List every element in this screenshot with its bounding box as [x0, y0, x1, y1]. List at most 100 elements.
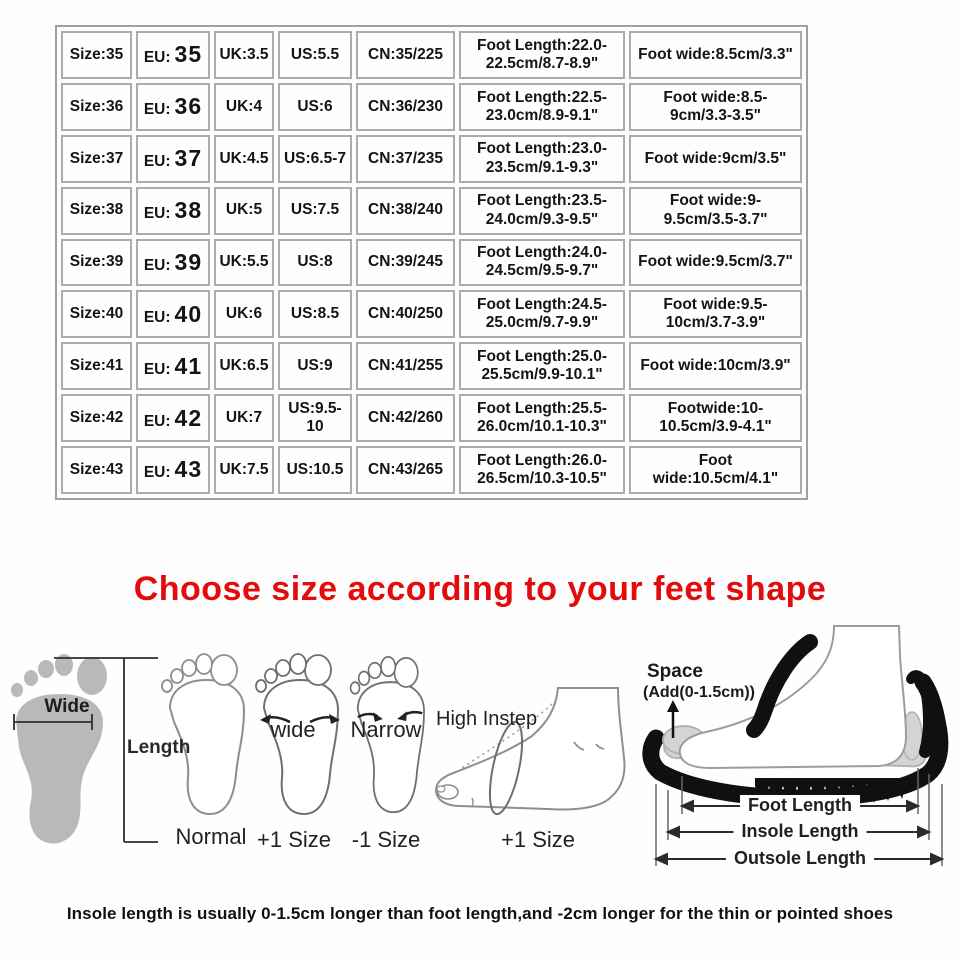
size-table-row: Size:43 EU: 43 UK:7.5 US:10.5 CN:43/265 Foot L…: [61, 446, 802, 494]
us-cell: US:6.5-7: [278, 134, 352, 183]
space-add-label: (Add(0-1.5cm)): [643, 684, 756, 701]
cn-cell: CN:43/265: [356, 446, 455, 494]
eu-cell: EU: 42: [136, 394, 210, 442]
uk-cell: UK:6: [214, 290, 274, 339]
foot-length-cell: Foot Length:22.0-22.5cm/8.7-8.9": [459, 31, 625, 79]
normal-foot-diagram: [161, 653, 245, 815]
uk-cell: UK:5.5: [214, 238, 274, 287]
us-cell: US:8.5: [278, 290, 352, 339]
shoe-front-collar: [746, 634, 818, 738]
foot-length-cell: Foot Length:25.0-25.5cm/9.9-10.1": [459, 342, 625, 391]
uk-cell: UK:7.5: [214, 446, 274, 494]
measure-ticks: [655, 768, 943, 866]
size-cell: Size:40: [61, 290, 132, 339]
us-cell: US:6: [278, 82, 352, 131]
normal-foot-label: Normal: [175, 824, 247, 849]
uk-cell: UK:3.5: [214, 31, 274, 79]
uk-cell: UK:5: [214, 186, 274, 235]
wide-measure-label: Wide: [44, 696, 90, 717]
foot-wide-cell: Foot wide:8.5-9cm/3.3-3.5": [629, 82, 802, 131]
size-table-row: Size:39 EU: 39 UK:5.5 US:8 CN:39/245 Foot Leng…: [61, 238, 802, 287]
eu-cell: EU: 39: [136, 238, 210, 287]
foot-wide-cell: Foot wide:9-9.5cm/3.5-3.7": [629, 186, 802, 235]
narrow-foot-label: Narrow: [350, 717, 422, 742]
outsole-length-label: Outsole Length: [726, 848, 874, 869]
shoe-diagram: [642, 625, 949, 866]
us-cell: US:10.5: [278, 446, 352, 494]
eu-cell: EU: 37: [136, 134, 210, 183]
us-cell: US:7.5: [278, 186, 352, 235]
length-measure-label: Length: [127, 737, 191, 758]
foot-length-cell: Foot Length:23.5-24.0cm/9.3-9.5": [459, 186, 625, 235]
high-instep-size-label: +1 Size: [501, 827, 575, 852]
size-cell: Size:38: [61, 186, 132, 235]
shoe-heel-collar: [918, 674, 936, 758]
cn-cell: CN:35/225: [356, 31, 455, 79]
foot-wide-cell: Foot wide:10cm/3.9": [629, 342, 802, 391]
instep-band: [488, 720, 524, 816]
size-cell: Size:37: [61, 134, 132, 183]
foot-length-label: Foot Length: [740, 795, 860, 816]
wide-measure-line: [13, 714, 93, 730]
cn-cell: CN:42/260: [356, 394, 455, 442]
uk-cell: UK:7: [214, 394, 274, 442]
size-cell: Size:39: [61, 238, 132, 287]
space-arrow: [667, 700, 679, 738]
uk-cell: UK:4: [214, 82, 274, 131]
foot-length-cell: Foot Length:24.5-25.0cm/9.7-9.9": [459, 290, 625, 339]
cn-cell: CN:40/250: [356, 290, 455, 339]
uk-cell: UK:6.5: [214, 342, 274, 391]
wide-foot-size-label: +1 Size: [257, 827, 331, 852]
foot-in-shoe: [678, 625, 908, 770]
foot-length-cell: Foot Length:23.0-23.5cm/9.1-9.3": [459, 134, 625, 183]
eu-cell: EU: 36: [136, 82, 210, 131]
size-table-row: Size:38 EU: 38 UK:5 US:7.5 CN:38/240 Foot Leng…: [61, 186, 802, 235]
narrow-foot-size-label: -1 Size: [351, 827, 421, 852]
eu-cell: EU: 43: [136, 446, 210, 494]
footprint-diagram: [11, 654, 158, 844]
size-table-row: Size:35 EU: 35 UK:3.5 US:5.5 CN:35/225 Foot Le…: [61, 31, 802, 79]
ankle-creases: [573, 741, 605, 751]
us-cell: US:5.5: [278, 31, 352, 79]
eu-cell: EU: 38: [136, 186, 210, 235]
foot-wide-cell: Foot wide:9cm/3.5": [629, 134, 802, 183]
foot-wide-cell: Footwide:10-10.5cm/3.9-4.1": [629, 394, 802, 442]
foot-wide-cell: Foot wide:9.5-10cm/3.7-3.9": [629, 290, 802, 339]
eu-cell: EU: 40: [136, 290, 210, 339]
uk-cell: UK:4.5: [214, 134, 274, 183]
size-cell: Size:36: [61, 82, 132, 131]
wide-arrowheads: [260, 714, 340, 724]
size-table-row: Size:36 EU: 36 UK:4 US:6 CN:36/230 Foot Length…: [61, 82, 802, 131]
size-table-row: Size:41 EU: 41 UK:6.5 US:9 CN:41/255 Foot Leng…: [61, 342, 802, 391]
size-cell: Size:35: [61, 31, 132, 79]
eu-cell: EU: 41: [136, 342, 210, 391]
foot-wide-cell: Foot wide:10.5cm/4.1": [629, 446, 802, 494]
cn-cell: CN:37/235: [356, 134, 455, 183]
size-table-row: Size:37 EU: 37 UK:4.5 US:6.5-7 CN:37/235 Foot …: [61, 134, 802, 183]
cn-cell: CN:36/230: [356, 82, 455, 131]
us-cell: US:9: [278, 342, 352, 391]
us-cell: US:8: [278, 238, 352, 287]
size-cell: Size:43: [61, 446, 132, 494]
high-instep-label: High Instep: [436, 708, 538, 730]
wide-foot-label: wide: [270, 717, 316, 742]
high-instep-diagram: [434, 687, 626, 816]
narrow-foot-diagram: [349, 655, 426, 814]
foot-wide-cell: Foot wide:9.5cm/3.7": [629, 238, 802, 287]
foot-length-cell: Foot Length:24.0-24.5cm/9.5-9.7": [459, 238, 625, 287]
foot-length-cell: Foot Length:25.5-26.0cm/10.1-10.3": [459, 394, 625, 442]
eu-cell: EU: 35: [136, 31, 210, 79]
cn-cell: CN:38/240: [356, 186, 455, 235]
size-table: Size:35 EU: 35 UK:3.5 US:5.5 CN:35/225 Foot Le…: [55, 25, 808, 500]
cn-cell: CN:39/245: [356, 238, 455, 287]
wide-foot-diagram: [255, 653, 340, 815]
footprint-shape: [11, 654, 107, 844]
length-measure-line: [54, 657, 158, 843]
foot-length-cell: Foot Length:26.0-26.5cm/10.3-10.5": [459, 446, 625, 494]
size-cell: Size:41: [61, 342, 132, 391]
page-title: Choose size according to your feet shape: [133, 570, 827, 608]
space-label: Space: [647, 661, 703, 682]
size-table-row: Size:40 EU: 40 UK:6 US:8.5 CN:40/250 Foot Leng…: [61, 290, 802, 339]
foot-length-cell: Foot Length:22.5-23.0cm/8.9-9.1": [459, 82, 625, 131]
size-table-body: Size:35 EU: 35 UK:3.5 US:5.5 CN:35/225 Foot Le…: [61, 31, 802, 494]
